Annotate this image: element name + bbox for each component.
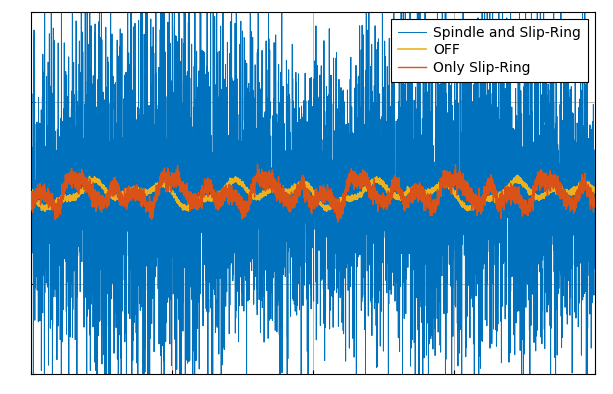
Only Slip-Ring — [491, 191, 498, 195]
Spindle and Slip-Ring — [27, 164, 34, 169]
Only Slip-Ring — [591, 204, 598, 208]
Only Slip-Ring — [448, 178, 455, 182]
Only Slip-Ring — [27, 204, 34, 209]
OFF — [27, 191, 34, 196]
OFF — [491, 196, 498, 201]
OFF — [129, 186, 137, 190]
Only Slip-Ring — [243, 207, 250, 212]
Spindle and Slip-Ring — [394, 117, 402, 122]
Spindle and Slip-Ring — [491, 215, 498, 220]
Only Slip-Ring — [254, 162, 261, 167]
OFF — [243, 187, 250, 191]
Only Slip-Ring — [365, 185, 373, 190]
OFF — [42, 209, 49, 214]
OFF — [448, 189, 455, 194]
Only Slip-Ring — [129, 187, 137, 192]
Only Slip-Ring — [334, 220, 341, 225]
OFF — [394, 195, 401, 200]
Spindle and Slip-Ring — [591, 148, 598, 152]
Only Slip-Ring — [394, 185, 402, 190]
Spindle and Slip-Ring — [129, 319, 137, 323]
Line: Only Slip-Ring: Only Slip-Ring — [31, 164, 595, 222]
OFF — [365, 182, 373, 186]
OFF — [514, 173, 521, 178]
Spindle and Slip-Ring — [243, 234, 250, 239]
Legend: Spindle and Slip-Ring, OFF, Only Slip-Ring: Spindle and Slip-Ring, OFF, Only Slip-Ri… — [391, 19, 588, 82]
OFF — [591, 189, 598, 194]
Line: Spindle and Slip-Ring: Spindle and Slip-Ring — [31, 0, 595, 394]
Line: OFF: OFF — [31, 175, 595, 211]
Spindle and Slip-Ring — [365, 153, 373, 158]
